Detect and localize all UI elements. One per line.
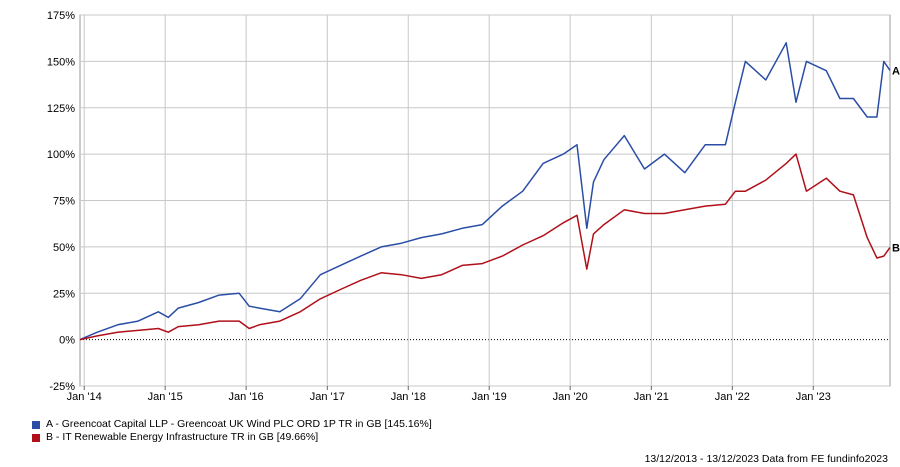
legend-item-b: B - IT Renewable Energy Infrastructure T… xyxy=(32,431,432,444)
series-line-a xyxy=(79,42,891,341)
series-line-b xyxy=(79,153,891,341)
legend-item-a: A - Greencoat Capital LLP - Greencoat UK… xyxy=(32,418,432,431)
x-tick-label: Jan '18 xyxy=(391,391,426,403)
x-tick-label: Jan '23 xyxy=(796,391,831,403)
x-tick-label: Jan '14 xyxy=(67,391,102,403)
x-tick-label: Jan '16 xyxy=(229,391,264,403)
y-tick-label: 25% xyxy=(53,288,75,300)
legend-swatch-a xyxy=(32,420,40,429)
x-tick-label: Jan '17 xyxy=(310,391,345,403)
y-tick-label: 75% xyxy=(53,196,75,208)
performance-line-chart: -25% 0% 25% 50% 75% 100% 125% 150% 175% Jan '14 Ja… xyxy=(47,10,900,403)
series-end-label-a: A xyxy=(892,65,900,77)
series-end-label-b: B xyxy=(892,243,900,255)
y-tick-label: 150% xyxy=(47,56,75,68)
legend-label-b: B - IT Renewable Energy Infrastructure T… xyxy=(46,431,319,443)
y-tick-label: 0% xyxy=(59,335,75,347)
date-range-footer: 13/12/2013 - 13/12/2023 Data from FE fun… xyxy=(644,453,888,465)
x-tick-label: Jan '15 xyxy=(148,391,183,403)
y-tick-label: 125% xyxy=(47,103,75,115)
legend-label-a: A - Greencoat Capital LLP - Greencoat UK… xyxy=(46,418,432,430)
x-tick-label: Jan '21 xyxy=(634,391,669,403)
y-tick-label: 175% xyxy=(47,10,75,22)
x-tick-label: Jan '20 xyxy=(553,391,588,403)
x-tick-label: Jan '19 xyxy=(472,391,507,403)
legend-swatch-b xyxy=(32,433,40,442)
y-tick-label: 50% xyxy=(53,242,75,254)
x-tick-label: Jan '22 xyxy=(715,391,750,403)
chart-legend: A - Greencoat Capital LLP - Greencoat UK… xyxy=(32,418,432,444)
y-tick-label: -25% xyxy=(49,381,75,393)
y-tick-label: 100% xyxy=(47,149,75,161)
